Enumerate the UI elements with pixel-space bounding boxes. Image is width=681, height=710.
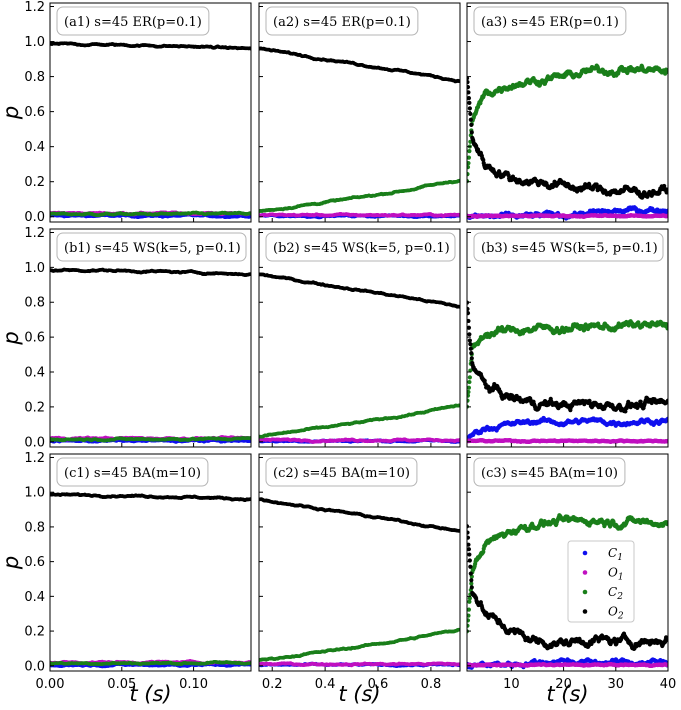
- series-O2-a3: [467, 76, 668, 200]
- panel-label-a3: (a3) s=45 ER(p=0.1): [473, 6, 627, 36]
- marker-O2: [467, 106, 472, 111]
- marker-C2: [467, 149, 472, 154]
- y-tick-label: 0.0: [24, 210, 45, 225]
- plot-area-a2: [259, 46, 460, 220]
- panel-label-text: (a1) s=45 ER(p=0.1): [64, 15, 202, 30]
- panel-frame-a1: [49, 2, 252, 223]
- y-tick-label: 1.0: [24, 35, 45, 50]
- marker-O2: [467, 96, 472, 101]
- panel-a3: (a3) s=45 ER(p=0.1): [466, 2, 669, 223]
- marker-O2: [594, 182, 599, 187]
- y-axis-title: p: [0, 106, 23, 120]
- marker-O2: [467, 85, 471, 90]
- marker-C2: [665, 68, 668, 73]
- marker-O2: [467, 76, 470, 81]
- panel-frame-a2: [258, 2, 461, 223]
- marker-C1: [665, 208, 668, 213]
- marker-O2: [469, 130, 474, 135]
- series-C2-a3: [467, 63, 668, 184]
- panel-label-a1: (a1) s=45 ER(p=0.1): [56, 6, 210, 36]
- y-tick-label: 0.6: [24, 105, 45, 120]
- y-tick-label: 1.2: [24, 0, 45, 15]
- panel-a2: (a2) s=45 ER(p=0.1): [258, 2, 461, 223]
- marker-O2: [467, 90, 471, 95]
- marker-C2: [467, 172, 470, 177]
- marker-O2: [662, 183, 667, 189]
- marker-C2: [467, 165, 471, 170]
- marker-C2: [467, 161, 471, 166]
- panel-label-a2: (a2) s=45 ER(p=0.1): [265, 6, 419, 36]
- panel-a1: 0.0 0.2 0.4 0.6 0.8 1.0 1.2 p (a1) s=45 ER(p=0.1…: [0, 0, 252, 225]
- series-O2-a2: [259, 46, 460, 84]
- marker-C2: [467, 155, 472, 160]
- marker-O2: [467, 100, 472, 105]
- series-O1-a2: [259, 211, 460, 218]
- y-tick-label: 0.2: [24, 175, 45, 190]
- series-O2-a1: [50, 41, 251, 51]
- panel-label-box: [473, 6, 627, 36]
- series-C2-a1: [50, 210, 251, 218]
- marker-O2: [468, 111, 473, 116]
- series-C2-b1: [50, 436, 251, 443]
- panel-b1: 0.00.20.40.60.81.01.2p(b1) s=45 WS(k=5, …: [0, 226, 252, 450]
- y-tick-label: 0.4: [24, 140, 45, 155]
- marker-O1: [665, 213, 668, 218]
- plot-area-a3: [467, 63, 668, 221]
- plot-area-a1: [50, 41, 251, 220]
- panel-label-text: (a2) s=45 ER(p=0.1): [273, 15, 411, 30]
- marker-O2: [468, 117, 473, 122]
- marker-O2: [665, 187, 668, 192]
- marker-O2: [469, 122, 474, 128]
- panel-label-box: [56, 6, 210, 36]
- series-C2-a2: [259, 178, 460, 213]
- plot-area-b1: [50, 267, 251, 444]
- y-tick-label: 0.8: [24, 70, 45, 85]
- panel-frame-a3: [466, 2, 669, 223]
- panel-label-text: (a3) s=45 ER(p=0.1): [481, 15, 619, 30]
- panel-label-box: [265, 6, 419, 36]
- marker-O2: [467, 79, 470, 85]
- series-O1-a3: [467, 213, 668, 220]
